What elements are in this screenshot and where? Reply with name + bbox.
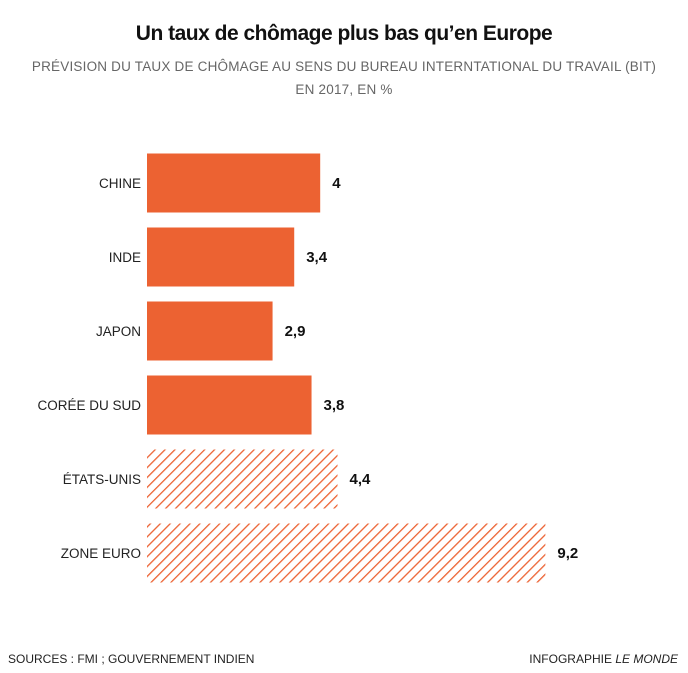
value-label-1: 3,4 bbox=[306, 249, 328, 266]
value-label-5: 9,2 bbox=[557, 545, 578, 562]
value-label-3: 3,8 bbox=[324, 397, 345, 414]
category-label-2: JAPON bbox=[96, 324, 141, 339]
category-label-4: ÉTATS-UNIS bbox=[63, 472, 141, 487]
category-label-1: INDE bbox=[109, 250, 141, 265]
bar-1 bbox=[147, 227, 295, 287]
chart-subtitle-unit: EN 2017, EN % bbox=[295, 82, 393, 97]
value-label-4: 4,4 bbox=[350, 471, 372, 488]
category-label-0: CHINE bbox=[99, 176, 141, 191]
credit: INFOGRAPHIE LE MONDE bbox=[529, 652, 678, 666]
credit-prefix: INFOGRAPHIE bbox=[529, 652, 612, 666]
bar-chart: CHINE 4 INDE 3,4 JAPON 2,9 CORÉE DU SUD 3,8 ÉTAT… bbox=[37, 153, 578, 583]
bar-5 bbox=[147, 523, 546, 583]
value-label-2: 2,9 bbox=[285, 323, 306, 340]
value-label-0: 4 bbox=[332, 175, 341, 192]
bar-4 bbox=[147, 449, 338, 509]
category-label-3: CORÉE DU SUD bbox=[37, 398, 141, 413]
source-note: SOURCES : FMI ; GOUVERNEMENT INDIEN bbox=[8, 652, 255, 666]
bar-3 bbox=[147, 375, 312, 435]
category-label-5: ZONE EURO bbox=[61, 546, 141, 561]
chart-title: Un taux de chômage plus bas qu’en Europe bbox=[135, 22, 553, 45]
bar-2 bbox=[147, 301, 273, 361]
bar-0 bbox=[147, 153, 321, 213]
credit-brand: LE MONDE bbox=[615, 652, 678, 666]
chart-subtitle: PRÉVISION DU TAUX DE CHÔMAGE AU SENS DU … bbox=[31, 59, 657, 74]
